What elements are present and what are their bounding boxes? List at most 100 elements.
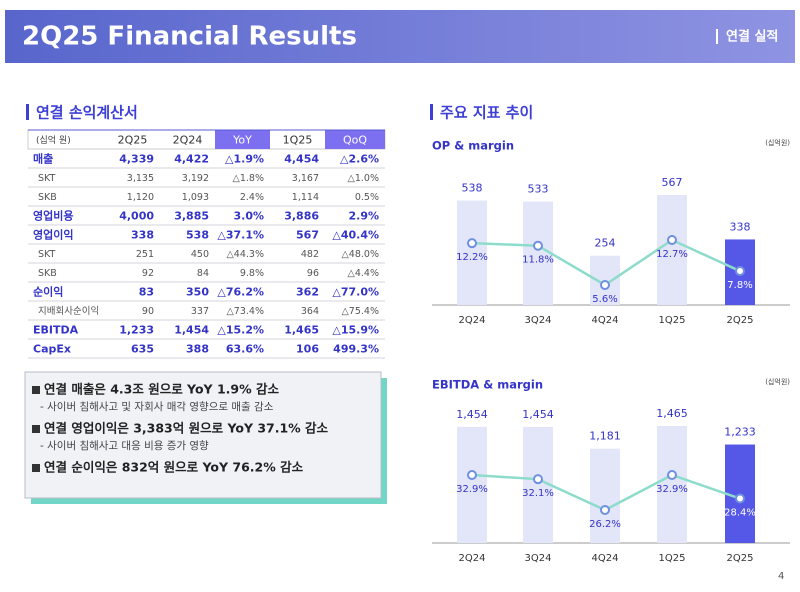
row-label: 순이익: [33, 285, 63, 299]
cell: 4,454: [284, 153, 319, 166]
cell: 84: [197, 268, 209, 279]
column-header: YoY: [232, 134, 252, 147]
margin-point: [467, 470, 477, 480]
cell: △40.4%: [332, 229, 379, 242]
row-label: 영업비용: [33, 209, 73, 223]
bar: [657, 426, 687, 543]
row-label: SKB: [38, 192, 57, 203]
cell: 92: [142, 268, 154, 279]
cell: △48.0%: [342, 249, 380, 260]
cell: 3.0%: [233, 210, 264, 223]
cell: 567: [296, 229, 319, 242]
cell: 4,339: [119, 153, 154, 166]
bar-label: 1,233: [724, 426, 756, 439]
row-label: SKT: [38, 249, 56, 260]
section: 연결 실적: [726, 29, 778, 45]
cell: 1,233: [119, 324, 154, 337]
cell: 499.3%: [333, 343, 379, 356]
margin-point: [667, 235, 677, 245]
cell: 1,120: [127, 192, 154, 203]
bullet: [32, 464, 40, 472]
margin-label: 12.2%: [456, 252, 488, 263]
cell: 251: [136, 249, 154, 260]
page-number: 4: [778, 571, 784, 582]
cell: △15.2%: [217, 324, 264, 337]
cell: 3,192: [182, 173, 209, 184]
cell: 83: [139, 286, 154, 299]
row-label: CapEx: [33, 343, 71, 356]
cell: 3,135: [127, 173, 154, 184]
bar-label: 338: [730, 220, 751, 233]
margin-point: [600, 505, 610, 515]
bar-label: 533: [528, 183, 549, 196]
margin-label: 26.2%: [589, 519, 621, 530]
bar-label: 567: [662, 176, 683, 189]
section-title: 주요 지표 추이: [440, 104, 533, 122]
summary-text: 연결 매출은 4.3조 원으로 YoY 1.9% 감소: [44, 382, 279, 397]
cell: 1,465: [284, 324, 319, 337]
divider: [26, 104, 29, 120]
margin-label: 32.1%: [522, 488, 554, 499]
cell: △37.1%: [217, 229, 264, 242]
bar-label: 1,454: [456, 408, 488, 421]
cell: 2.4%: [240, 192, 264, 203]
x-tick-label: 2Q25: [727, 553, 754, 564]
summary-note: - 사이버 침해사고 대응 비용 증가 영향: [40, 439, 209, 452]
section-title: 연결 손익계산서: [36, 104, 138, 122]
bullet: [32, 386, 40, 394]
bar: [523, 201, 553, 305]
cell: 1,114: [292, 192, 319, 203]
margin-label: 7.8%: [727, 280, 752, 291]
cell: 96: [307, 268, 319, 279]
cell: △76.2%: [217, 286, 264, 299]
cell: 337: [191, 306, 209, 317]
cell: 3,886: [284, 210, 319, 223]
cell: △44.3%: [227, 249, 265, 260]
cell: 364: [301, 306, 319, 317]
margin-label: 32.9%: [456, 484, 488, 495]
cell: 3,885: [174, 210, 209, 223]
summary-text: 연결 순이익은 832억 원으로 YoY 76.2% 감소: [44, 460, 304, 475]
cell: 9.8%: [240, 268, 264, 279]
x-tick-label: 2Q24: [459, 315, 486, 326]
margin-label: 32.9%: [656, 484, 688, 495]
cell: 2.9%: [348, 210, 379, 223]
x-tick-label: 3Q24: [525, 553, 552, 564]
title: 2Q25 Financial Results: [22, 22, 357, 52]
cell: △15.9%: [332, 324, 379, 337]
cell: 3,167: [292, 173, 319, 184]
bar: [457, 200, 487, 305]
row-label: SKT: [38, 173, 56, 184]
bar: [657, 195, 687, 305]
margin-point: [533, 474, 543, 485]
summary-text: 연결 영업이익은 3,383억 원으로 YoY 37.1% 감소: [44, 421, 329, 436]
cell: 0.5%: [355, 192, 379, 203]
x-tick-label: 1Q25: [659, 553, 686, 564]
cell: 350: [186, 286, 209, 299]
cell: 1,454: [174, 324, 209, 337]
cell: △1.0%: [348, 173, 379, 184]
column-header: 2Q25: [118, 134, 148, 147]
cell: 388: [186, 343, 209, 356]
x-tick-label: 4Q24: [592, 553, 619, 564]
x-tick-label: 4Q24: [592, 315, 619, 326]
bar-label: 538: [462, 182, 483, 195]
bar: [590, 448, 620, 543]
cell: 90: [142, 306, 154, 317]
margin-label: 12.7%: [656, 249, 688, 260]
margin-label: 5.6%: [592, 294, 617, 305]
summary-note: - 사이버 침해사고 및 자회사 매각 영향으로 매출 감소: [40, 400, 274, 413]
cell: 63.6%: [226, 343, 264, 356]
row-label: 매출: [33, 152, 53, 166]
margin-label: 11.8%: [522, 255, 554, 266]
x-tick-label: 2Q25: [727, 315, 754, 326]
x-tick-label: 1Q25: [659, 315, 686, 326]
margin-point: [467, 238, 477, 249]
cell: △77.0%: [332, 286, 379, 299]
cell: 450: [191, 249, 209, 260]
cell: △75.4%: [342, 306, 380, 317]
margin-point: [600, 280, 610, 290]
row-label: SKB: [38, 268, 57, 279]
cell: △1.8%: [233, 173, 264, 184]
